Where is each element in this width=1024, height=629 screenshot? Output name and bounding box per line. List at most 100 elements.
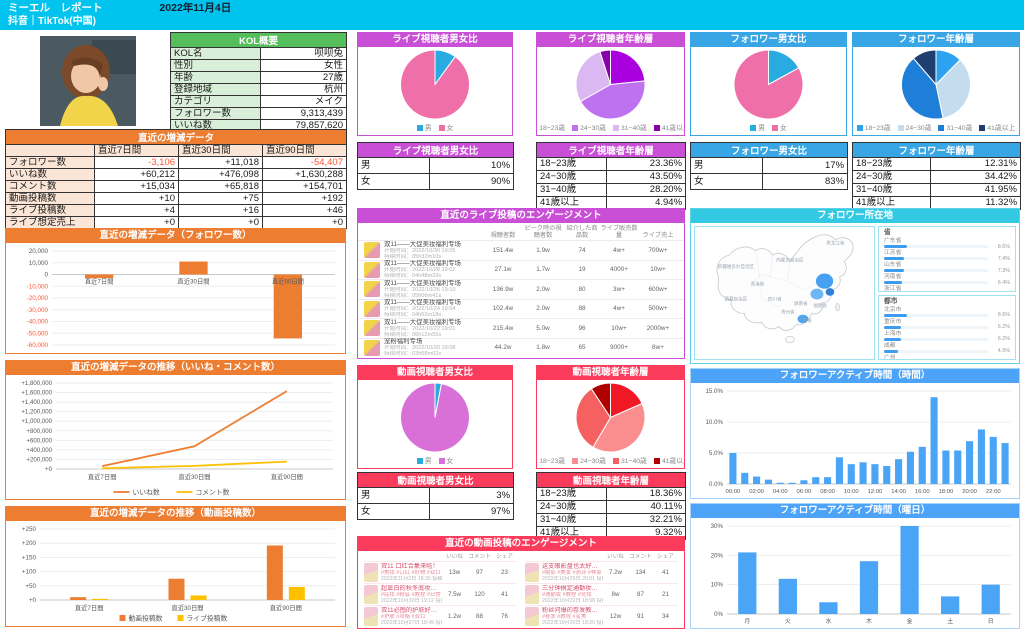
svg-text:+1,200,000: +1,200,000 [21, 409, 52, 416]
live-duration: 持续时间：04h48m33s [384, 273, 442, 280]
video-tags: #护肤 #攻略 #双11 [381, 614, 426, 620]
value-7d: +10 [94, 192, 179, 205]
value-90d: +46 [261, 204, 348, 217]
follower-age-pie-chart: 18−23歳 24−30歳 31−40歳 41歳以上 [853, 47, 1019, 135]
live-title-link[interactable]: 双11——大促美妆福利专场 [384, 299, 461, 307]
live-product-count: 74 [578, 246, 586, 254]
video-likes: 13w [448, 569, 461, 576]
video-tags: #底妆 #粉底 #教程 #日常 [381, 592, 441, 598]
live-start-time: 开始时间：2022/10/26 19:10 [384, 286, 456, 293]
chart-title: 直近の増減データの推移（動画投稿数） [6, 507, 345, 521]
svg-text:30%: 30% [711, 523, 724, 530]
video-thumbnail[interactable] [525, 585, 539, 604]
live-title-link[interactable]: 双11——大促美妆福利专场 [384, 260, 461, 268]
kol-row-value: 杭州 [260, 83, 347, 96]
live-thumbnail[interactable] [364, 242, 380, 259]
live-title-link[interactable]: 双11——大促美妆福利专场 [384, 318, 461, 326]
video-date: 2022年10月27日 18:45 投稿 [381, 620, 442, 626]
active-day-bar-chart: 0% 10% 20% 30% 月 火 水 木 金 土 日 [691, 518, 1019, 628]
follower-gender-pie-chart: 男女 [691, 47, 846, 135]
location-percent: 6.2% [997, 336, 1010, 342]
follower-change-bar-chart: -60,000 -50,000 -40,000 -30,000 -20,000 -10,0… [6, 243, 345, 353]
kol-row-value: 27歳 [260, 71, 347, 84]
svg-text:-40,000: -40,000 [27, 319, 49, 326]
pie-legend: 男女 [691, 122, 846, 132]
svg-text:-50,000: -50,000 [27, 330, 49, 337]
location-bar-fill [884, 269, 904, 272]
col-header-7d: 直近7日間 [94, 144, 179, 157]
live-thumbnail[interactable] [364, 261, 380, 278]
location-bar-fill [884, 349, 898, 353]
video-thumbnail[interactable] [525, 607, 539, 626]
table-row: 女 83% [690, 173, 849, 190]
svg-text:12:00: 12:00 [868, 489, 883, 495]
svg-text:10,000: 10,000 [29, 260, 49, 267]
svg-text:贵州省: 贵州省 [781, 309, 795, 316]
kol-table-row: 性別 女性 [170, 59, 347, 72]
live-title-link[interactable]: 双11——大促美妆福利专场 [384, 279, 461, 287]
live-title-link[interactable]: 双11——大促美妆福利专场 [384, 240, 461, 248]
value-7d: +15,034 [94, 180, 179, 193]
video-thumbnail[interactable] [364, 563, 378, 582]
live-peak-viewers: 2.0w [536, 305, 550, 313]
live-peak-viewers: 1.9w [536, 246, 550, 254]
kol-row-label: 年齢 [170, 71, 261, 84]
svg-text:18:00: 18:00 [939, 489, 954, 495]
video-gender-pie-chart: 男女 [358, 380, 512, 468]
video-likes: 12w [609, 613, 622, 620]
video-title-link[interactable]: 这支眼影盘也太好看了吧！！ [542, 563, 603, 570]
video-title-link[interactable]: 粉丝问爆的卷发教程来了！ 人人都能学会 [542, 607, 603, 614]
kol-table-row: 登録地域 杭州 [170, 83, 347, 96]
app-title: ミーエル レポート [8, 2, 103, 14]
svg-text:福建省: 福建省 [813, 302, 827, 309]
live-product-count: 19 [578, 266, 586, 274]
svg-text:+1,000,000: +1,000,000 [21, 418, 52, 425]
live-sales-qty: 3w+ [613, 285, 625, 293]
table-row: 41歳以上 11.32% [852, 196, 1022, 210]
location-name: 浙江省 [884, 286, 902, 292]
live-engagement-headers: 視聴者数 ピーク時の視聴者数 紹介した商品数 ライブ販売数量 ライブ売上 [358, 223, 684, 240]
live-product-count: 65 [578, 344, 586, 352]
live-thumbnail[interactable] [364, 281, 380, 298]
video-thumbnail[interactable] [364, 585, 378, 604]
value-7d: +4 [94, 204, 179, 217]
live-thumbnail[interactable] [364, 339, 380, 356]
video-title-link[interactable]: 超显白的秋冬底妆分享～ [381, 585, 442, 592]
chart-title: 直近の増減データの推移（いいね・コメント数） [6, 361, 345, 375]
svg-text:ライブ投稿数: ライブ投稿数 [187, 614, 228, 623]
video-title-link[interactable]: 双11 口红合集来啦！ [381, 563, 439, 570]
col-header-viewers: 視聴者数 [490, 232, 516, 239]
like-comment-line-chart: +0 +200,000 +400,000 +600,000 +800,000 +1,000… [6, 375, 345, 499]
row-label: 18−23歳 [852, 157, 931, 171]
svg-text:+150: +150 [22, 554, 37, 561]
live-engagement-panel: 直近のライブ投稿のエンゲージメント 視聴者数 ピーク時の視聴者数 紹介した商品数… [357, 208, 685, 359]
live-thumbnail[interactable] [364, 320, 380, 337]
video-thumbnail[interactable] [364, 607, 378, 626]
svg-text:+400,000: +400,000 [26, 447, 52, 454]
video-tags: #眼影 #美妆 #测评 #种草 [542, 570, 602, 576]
location-bar-track [884, 349, 988, 353]
row-label: フォロワー数 [5, 156, 95, 169]
video-item: 超显白的秋冬底妆分享～ #底妆 #粉底 #教程 #日常 2022年10月30日 … [364, 583, 517, 605]
row-value: 83% [761, 173, 849, 190]
svg-text:00:00: 00:00 [726, 489, 741, 495]
svg-text:10:00: 10:00 [844, 489, 859, 495]
svg-text:+0: +0 [45, 466, 53, 473]
location-bar-fill [884, 313, 907, 317]
live-title-link[interactable]: 宠粉福利专场 [384, 338, 423, 346]
svg-text:-20,000: -20,000 [27, 295, 49, 302]
video-tags: #通勤妆 #教程 #化妆 [542, 592, 592, 598]
location-percent: 4.9% [997, 348, 1010, 354]
video-shares: 21 [662, 591, 669, 598]
video-thumbnail[interactable] [525, 563, 539, 582]
svg-text:直近90日間: 直近90日間 [272, 277, 304, 286]
live-thumbnail[interactable] [364, 300, 380, 317]
video-title-link[interactable]: 三分钟搞定通勤妆容～ 超实用 [542, 585, 603, 592]
video-title-link[interactable]: 双11必囤的护肤好物（保姆级攻略） 快来抄作业！ [381, 607, 442, 614]
svg-text:土: 土 [947, 617, 953, 625]
change-table-row: ライブ想定売上 +0 +0 +0 [5, 216, 348, 229]
video-date: 2022年11月2日 18:30 投稿 [381, 576, 442, 582]
pie-legend: 男女 [358, 122, 512, 132]
change-table-row: コメント数 +15,034 +65,818 +154,701 [5, 180, 348, 193]
